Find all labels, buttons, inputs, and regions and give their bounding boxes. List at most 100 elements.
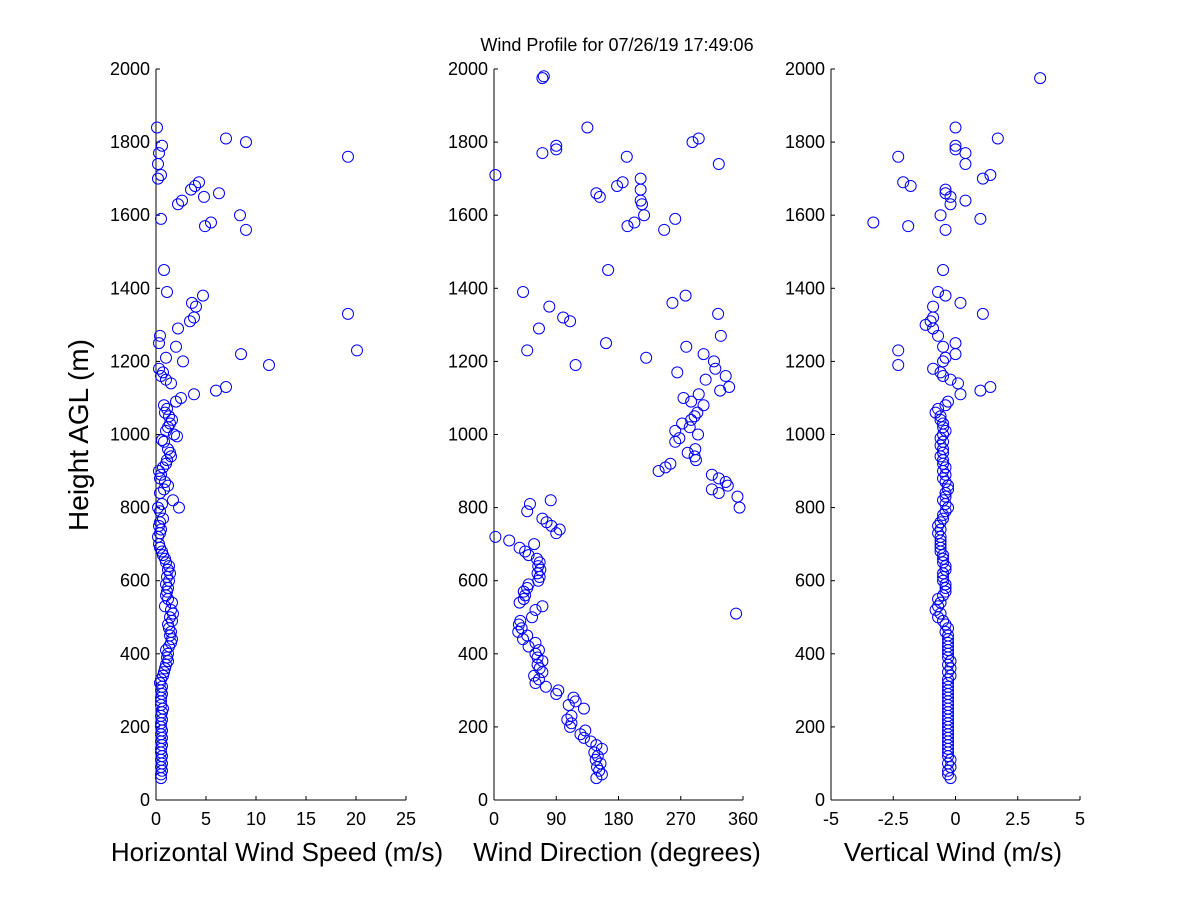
x-tick-label: 90 xyxy=(546,809,566,829)
data-point xyxy=(932,600,945,613)
data-point xyxy=(927,300,940,313)
data-point xyxy=(932,527,945,540)
data-point xyxy=(529,636,542,649)
data-point xyxy=(235,348,247,361)
x-tick-label: 270 xyxy=(666,809,696,829)
data-point xyxy=(517,285,530,298)
data-point xyxy=(939,468,952,481)
data-point xyxy=(198,190,210,203)
data-point xyxy=(177,355,189,368)
data-point xyxy=(939,578,952,591)
data-point xyxy=(1034,72,1047,85)
data-point xyxy=(158,483,170,496)
data-point xyxy=(532,322,545,335)
data-point xyxy=(897,176,910,189)
data-point xyxy=(939,585,952,598)
data-point xyxy=(166,413,178,426)
data-point xyxy=(692,388,705,401)
data-point xyxy=(902,220,915,233)
data-point xyxy=(937,574,950,587)
y-tick-label: 0 xyxy=(478,790,488,810)
data-point xyxy=(600,337,613,350)
data-point xyxy=(171,430,183,443)
data-point xyxy=(161,285,173,298)
subplot-wind-direction: 0 200 400 600 800 1000 1200 1400 1600 1800 2000 0 90… xyxy=(448,59,761,867)
data-point xyxy=(154,486,166,499)
data-point xyxy=(937,512,950,525)
data-point xyxy=(553,523,566,536)
data-point xyxy=(590,187,603,200)
data-point xyxy=(927,362,940,375)
data-point xyxy=(528,538,541,551)
y-tick-label: 1800 xyxy=(448,132,488,152)
data-point xyxy=(220,132,232,145)
data-point xyxy=(712,472,725,485)
data-point xyxy=(939,618,952,631)
data-point xyxy=(984,380,997,393)
x-tick-label: 20 xyxy=(346,809,366,829)
data-point xyxy=(173,501,185,514)
data-point xyxy=(170,340,182,353)
data-point xyxy=(939,223,952,236)
data-point xyxy=(705,468,718,481)
x-tick-label: 5 xyxy=(1075,809,1085,829)
data-point xyxy=(186,296,198,309)
data-point xyxy=(707,355,720,368)
data-point xyxy=(188,388,200,401)
data-point xyxy=(944,761,957,774)
data-point xyxy=(652,465,665,478)
data-point xyxy=(944,373,957,386)
data-point xyxy=(949,337,962,350)
data-point xyxy=(685,395,698,408)
data-point xyxy=(942,666,955,679)
data-point xyxy=(984,168,997,181)
y-tick-label: 600 xyxy=(458,571,488,591)
data-point xyxy=(552,684,565,697)
data-point xyxy=(680,340,693,353)
data-point xyxy=(161,402,173,415)
y-tick-label: 1600 xyxy=(448,205,488,225)
data-point xyxy=(937,421,950,434)
data-point xyxy=(539,680,552,693)
data-point xyxy=(523,497,536,510)
data-point xyxy=(189,179,201,192)
data-point xyxy=(719,370,732,383)
data-point xyxy=(240,136,252,149)
figure-title: Wind Profile for 07/26/19 17:49:06 xyxy=(480,35,753,55)
x-axis-label: Wind Direction (degrees) xyxy=(473,837,761,867)
data-point xyxy=(190,300,202,313)
data-point xyxy=(677,391,690,404)
data-point xyxy=(688,410,701,423)
x-tick-label: 10 xyxy=(246,809,266,829)
data-point xyxy=(621,220,634,233)
data-point xyxy=(932,285,945,298)
data-points xyxy=(151,121,363,785)
data-point xyxy=(162,443,174,456)
y-tick-label: 2000 xyxy=(785,59,825,79)
data-point xyxy=(705,483,718,496)
data-point xyxy=(673,432,686,445)
data-point xyxy=(503,534,516,547)
data-point xyxy=(712,486,725,499)
data-point xyxy=(199,220,211,233)
data-point xyxy=(162,479,174,492)
data-point xyxy=(692,428,705,441)
data-point xyxy=(949,143,962,156)
y-tick-label: 1000 xyxy=(110,425,150,445)
y-tick-label: 1000 xyxy=(448,425,488,445)
data-point xyxy=(934,530,947,543)
data-point xyxy=(669,424,682,437)
data-point xyxy=(351,344,363,357)
data-point xyxy=(530,552,543,565)
data-point xyxy=(942,636,955,649)
data-point xyxy=(569,359,582,372)
data-point xyxy=(939,582,952,595)
x-tick-label: -2.5 xyxy=(878,809,909,829)
data-point xyxy=(942,395,955,408)
data-point xyxy=(929,406,942,419)
y-tick-label: 1200 xyxy=(110,351,150,371)
y-tick-label: 1600 xyxy=(110,205,150,225)
data-point xyxy=(939,476,952,489)
data-point xyxy=(156,139,168,152)
x-axis-label: Horizontal Wind Speed (m/s) xyxy=(111,837,443,867)
